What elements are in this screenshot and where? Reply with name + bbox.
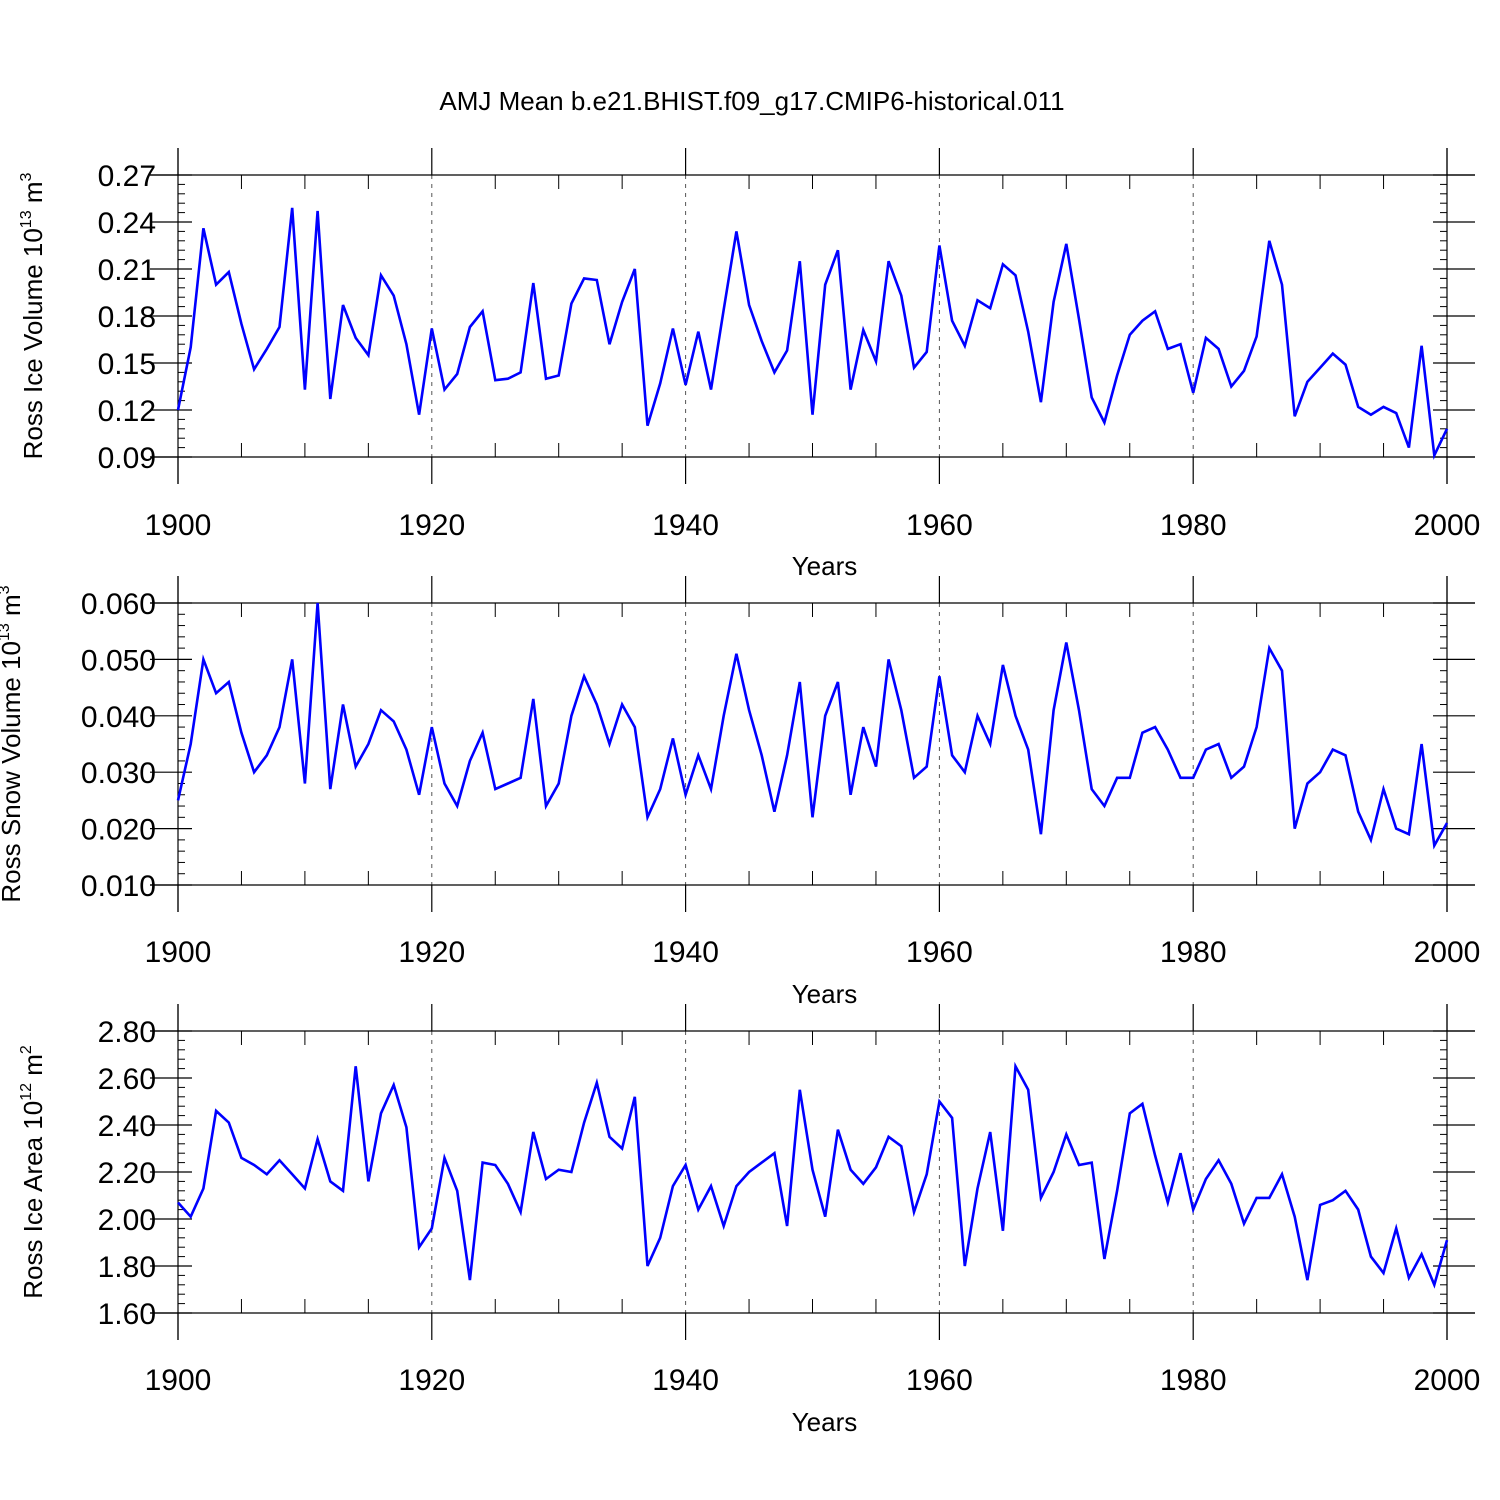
series-line-ice-area xyxy=(177,1061,1449,1289)
y-tick-label: 0.24 xyxy=(98,207,156,240)
y-axis-label-unit-exp: 3 xyxy=(0,585,13,594)
x-tick-label: 1940 xyxy=(652,1364,719,1397)
panel-ice-volume: 0.09 0.12 0.15 0.18 0.21 0.24 0.27 1900 1920 1940… xyxy=(18,148,1480,581)
x-tick-label: 1980 xyxy=(1160,1364,1227,1397)
y-axis-label: Ross Ice Area 1012 m2 xyxy=(18,1045,48,1299)
figure-title: AMJ Mean b.e21.BHIST.f09_g17.CMIP6-histo… xyxy=(439,86,1064,116)
x-tick-label: 2000 xyxy=(1414,936,1481,969)
y-tick-label: 0.12 xyxy=(98,395,156,428)
y-axis-label: Ross Ice Volume 1013 m3 xyxy=(18,172,48,459)
y-tick-label: 1.80 xyxy=(98,1251,156,1284)
y-tick-label: 0.18 xyxy=(98,301,156,334)
y-axis-label-unit-exp: 3 xyxy=(18,172,35,181)
series-line-snow-volume xyxy=(176,602,1449,850)
y-axis-label-exp: 13 xyxy=(18,210,35,228)
x-tick-label: 1960 xyxy=(906,1364,973,1397)
y-axis-label-unit: m xyxy=(18,1054,48,1083)
y-tick-label: 2.60 xyxy=(98,1063,156,1096)
y-tick-label: 1.60 xyxy=(98,1298,156,1331)
x-tick-label: 2000 xyxy=(1414,509,1481,542)
x-tick-label: 2000 xyxy=(1414,1364,1481,1397)
y-tick-label: 0.040 xyxy=(81,701,156,734)
x-axis-label: Years xyxy=(792,551,858,581)
y-tick-label: 2.80 xyxy=(98,1016,156,1049)
y-axis-label-main: Ross Ice Area 10 xyxy=(18,1101,48,1299)
x-tick-label: 1960 xyxy=(906,936,973,969)
x-tick-label: 1980 xyxy=(1160,509,1227,542)
y-axis-label-exp: 12 xyxy=(18,1083,35,1101)
y-axis-label-unit: m xyxy=(18,181,48,210)
panels: 0.09 0.12 0.15 0.18 0.21 0.24 0.27 1900 1920 1940… xyxy=(0,148,1480,1437)
y-tick-label: 0.27 xyxy=(98,160,156,193)
y-axis-label-unit-exp: 2 xyxy=(18,1045,35,1054)
y-tick-label: 2.20 xyxy=(98,1157,156,1190)
x-axis-label: Years xyxy=(792,1407,858,1437)
y-tick-label: 0.09 xyxy=(98,442,156,475)
x-tick-label: 1920 xyxy=(398,509,465,542)
y-tick-label: 0.030 xyxy=(81,757,156,790)
y-axis-label-unit: m xyxy=(0,594,26,623)
y-tick-label: 2.40 xyxy=(98,1110,156,1143)
y-tick-label: 0.060 xyxy=(81,588,156,621)
x-tick-label: 1920 xyxy=(398,936,465,969)
y-tick-label: 2.00 xyxy=(98,1204,156,1237)
x-tick-label: 1960 xyxy=(906,509,973,542)
x-tick-label: 1920 xyxy=(398,1364,465,1397)
y-axis-label-exp: 13 xyxy=(0,623,13,641)
y-tick-label: 0.21 xyxy=(98,254,156,287)
x-tick-label: 1900 xyxy=(145,936,212,969)
x-tick-label: 1940 xyxy=(652,936,719,969)
y-axis-label-main: Ross Snow Volume 10 xyxy=(0,641,26,903)
y-tick-label: 0.010 xyxy=(81,870,156,903)
series-line-ice-volume xyxy=(176,207,1449,461)
y-tick-label: 0.15 xyxy=(98,348,156,381)
panel-ice-area: 1.60 1.80 2.00 2.20 2.40 2.60 2.80 1900 1920 1940… xyxy=(18,1004,1480,1437)
y-axis-label: Ross Snow Volume 1013 m3 xyxy=(0,585,26,902)
x-tick-label: 1940 xyxy=(652,509,719,542)
panel-snow-volume: 0.010 0.020 0.030 0.040 0.050 0.060 1900 1920 19… xyxy=(0,576,1480,1009)
x-axis-label: Years xyxy=(792,979,858,1009)
y-axis-label-main: Ross Ice Volume 10 xyxy=(18,228,48,459)
x-tick-label: 1980 xyxy=(1160,936,1227,969)
x-tick-label: 1900 xyxy=(145,509,212,542)
x-tick-label: 1900 xyxy=(145,1364,212,1397)
y-tick-label: 0.050 xyxy=(81,644,156,677)
y-tick-label: 0.020 xyxy=(81,814,156,847)
